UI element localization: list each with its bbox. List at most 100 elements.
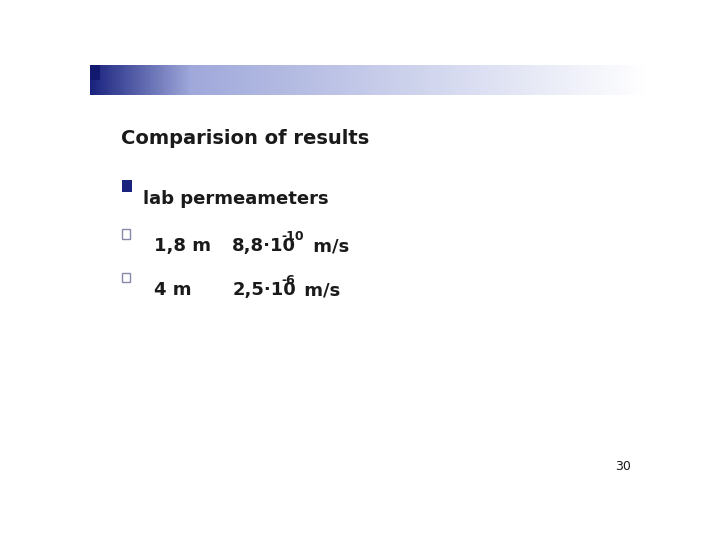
Bar [198, 65, 200, 94]
Bar [140, 65, 143, 94]
Bar [168, 65, 171, 94]
Bar [641, 65, 643, 94]
Bar [633, 65, 636, 94]
Bar [552, 65, 554, 94]
Bar [132, 65, 135, 94]
Bar [358, 65, 360, 94]
Bar [186, 65, 189, 94]
Bar [345, 65, 347, 94]
Bar [192, 65, 194, 94]
Bar [503, 65, 505, 94]
Bar [374, 65, 377, 94]
Bar [315, 65, 318, 94]
Bar [155, 65, 158, 94]
Bar [90, 65, 100, 80]
Bar [557, 65, 559, 94]
Bar [534, 65, 537, 94]
Bar [425, 65, 427, 94]
Bar [566, 65, 569, 94]
Bar [642, 65, 645, 94]
Bar [253, 65, 256, 94]
Bar [179, 65, 181, 94]
Bar [230, 65, 232, 94]
Bar [341, 65, 343, 94]
Bar [481, 65, 483, 94]
Bar [369, 65, 372, 94]
Bar [510, 65, 513, 94]
Bar [469, 65, 472, 94]
Bar [291, 65, 293, 94]
Bar [174, 65, 176, 94]
Bar [622, 65, 624, 94]
Bar [639, 65, 641, 94]
Bar [568, 65, 570, 94]
Bar [462, 65, 464, 94]
Bar [628, 65, 630, 94]
Bar [338, 65, 340, 94]
Bar [460, 65, 462, 94]
Bar [626, 65, 628, 94]
Bar [453, 65, 455, 94]
Bar [613, 65, 615, 94]
Bar [479, 65, 481, 94]
Bar [432, 65, 435, 94]
Bar [596, 65, 598, 94]
Bar [159, 65, 161, 94]
Bar [615, 65, 617, 94]
Bar [475, 65, 477, 94]
Bar [594, 65, 596, 94]
Bar [351, 65, 353, 94]
Bar [527, 65, 529, 94]
Bar [332, 65, 334, 94]
Bar [367, 65, 369, 94]
Bar [258, 65, 260, 94]
Bar [606, 65, 608, 94]
Bar [529, 65, 531, 94]
Text: 1,8 m: 1,8 m [154, 238, 211, 255]
Bar [438, 65, 440, 94]
Bar [644, 65, 647, 94]
Bar [611, 65, 613, 94]
Bar [526, 65, 528, 94]
Bar [492, 65, 494, 94]
Bar [205, 65, 208, 94]
Bar [581, 65, 583, 94]
Bar [259, 65, 261, 94]
Bar [176, 65, 178, 94]
Bar [183, 65, 186, 94]
Bar [540, 65, 543, 94]
Bar [272, 65, 275, 94]
Bar [501, 65, 503, 94]
Bar [607, 65, 610, 94]
Bar [646, 65, 649, 94]
Bar [336, 65, 338, 94]
Bar [220, 65, 222, 94]
Bar [410, 65, 413, 94]
Bar [423, 65, 426, 94]
Bar [293, 65, 295, 94]
Bar [447, 65, 449, 94]
Bar [97, 65, 100, 94]
Bar [600, 65, 602, 94]
Bar [150, 65, 152, 94]
Text: Comparision of results: Comparision of results [121, 129, 369, 149]
Bar [231, 65, 234, 94]
Bar [514, 65, 516, 94]
Bar [412, 65, 414, 94]
Bar [516, 65, 518, 94]
Bar [226, 65, 228, 94]
Bar [271, 65, 273, 94]
Bar [170, 65, 172, 94]
Bar [454, 65, 457, 94]
Bar [297, 65, 299, 94]
Bar [196, 65, 199, 94]
Bar [217, 65, 219, 94]
Bar [92, 65, 94, 94]
Bar [536, 65, 539, 94]
Bar [218, 65, 221, 94]
Bar [561, 65, 563, 94]
Bar [317, 65, 320, 94]
Bar [427, 65, 429, 94]
Bar [266, 65, 269, 94]
Bar [531, 65, 534, 94]
